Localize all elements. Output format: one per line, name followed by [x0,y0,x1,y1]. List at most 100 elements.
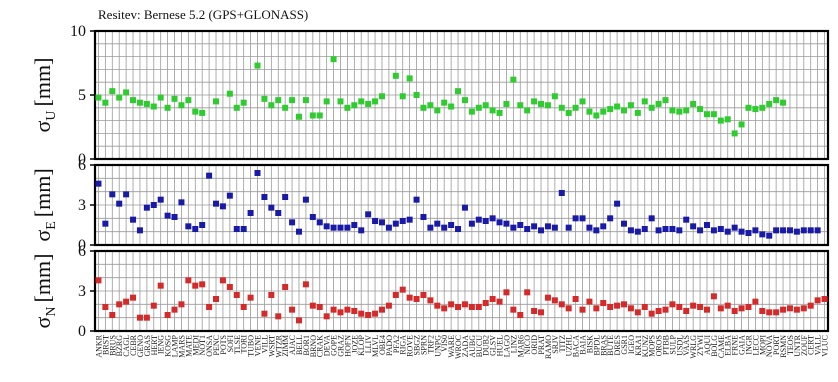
data-point [123,298,130,305]
data-point [130,216,137,223]
x-tick-label: LLIV [364,335,373,353]
x-tick-label: GRAS [143,335,152,356]
chart-title: Resitev: Bernese 5.2 (GPS+GLONASS) [98,7,308,22]
data-point [669,301,676,308]
series-sigma-e [95,170,821,239]
data-point [378,306,385,313]
data-point [614,200,621,207]
data-point [441,99,448,106]
data-point [330,224,337,231]
data-point [295,317,302,324]
x-tick-label: WRLG [689,335,698,359]
data-point [240,304,247,310]
x-tick-label: ELBA [724,335,733,356]
data-point [600,223,607,230]
data-point [406,216,413,223]
data-point [655,227,662,234]
data-point [365,211,372,218]
data-point [427,224,434,231]
x-tick-label: BZRG [115,335,124,357]
data-point [282,104,289,111]
data-point [780,99,787,106]
data-point [378,219,385,226]
data-point [544,102,551,109]
x-tick-label: GLSV [489,335,498,356]
data-point [676,227,683,234]
data-point [759,104,766,111]
data-point [676,304,683,310]
x-tick-label: BRNO [309,335,318,357]
x-tick-label: PTBB [661,335,670,355]
data-point [254,62,261,69]
x-tick-label: VILL [260,335,269,353]
data-point [157,196,164,203]
x-tick-label: RIGA [399,335,408,355]
data-point [261,310,268,317]
data-point [109,88,116,95]
x-tick-label: BAIA [579,335,588,355]
data-point [358,310,365,317]
x-tick-label: PENC [212,335,221,355]
data-point [752,106,759,113]
data-point [662,97,669,104]
data-point [676,108,683,115]
horizontal-gridlines [95,263,828,319]
y-tick-label: 0 [78,151,86,168]
data-point [600,108,607,115]
data-point [164,104,171,111]
y-axis-label: σE [mm] [30,168,59,241]
data-point [690,302,697,309]
horizontal-gridlines [95,43,828,147]
data-point [378,93,385,100]
data-point [185,97,192,104]
x-tick-label: CAGL [122,335,131,357]
data-point [420,214,427,220]
data-point [731,224,738,231]
data-point [648,215,655,222]
data-point [150,202,157,208]
x-tick-label: SULP [668,334,677,354]
data-point [510,76,517,83]
data-point [531,98,538,105]
x-tick-label: MEDI [191,335,200,356]
x-tick-label: PFA2 [392,335,401,353]
data-point [455,304,462,310]
x-tick-label: ZYWI [696,335,705,356]
data-point [683,107,690,114]
data-point [427,297,434,304]
data-point [323,98,330,105]
data-point [558,104,565,111]
data-point [475,304,482,310]
x-tick-label: VLUC [821,335,830,357]
data-point [171,95,178,102]
data-point [441,305,448,312]
data-point [607,106,614,113]
data-point [240,226,247,232]
data-point [116,94,123,101]
data-point [510,224,517,231]
data-point [786,227,793,234]
x-tick-label: AJAC [288,335,297,355]
data-point [455,226,462,232]
data-point [697,106,704,113]
panel-e: 0 3 6 σE [mm] [30,157,830,254]
data-point [123,89,130,96]
data-point [358,98,365,105]
y-axis-symbol: σ [30,316,55,328]
x-tick-label: AQUI [703,335,712,355]
data-point [579,215,586,222]
data-point [697,227,704,234]
data-point [351,102,358,109]
data-point [316,304,323,310]
data-point [551,224,558,231]
data-point [164,312,171,318]
data-point [752,298,759,305]
x-tick-label: WARE [447,335,456,358]
x-tick-label: TUBO [247,335,256,357]
data-point [621,107,628,114]
y-tick-label: 3 [78,283,86,300]
data-point [226,284,233,290]
x-tick-label: ANKR [94,334,103,357]
